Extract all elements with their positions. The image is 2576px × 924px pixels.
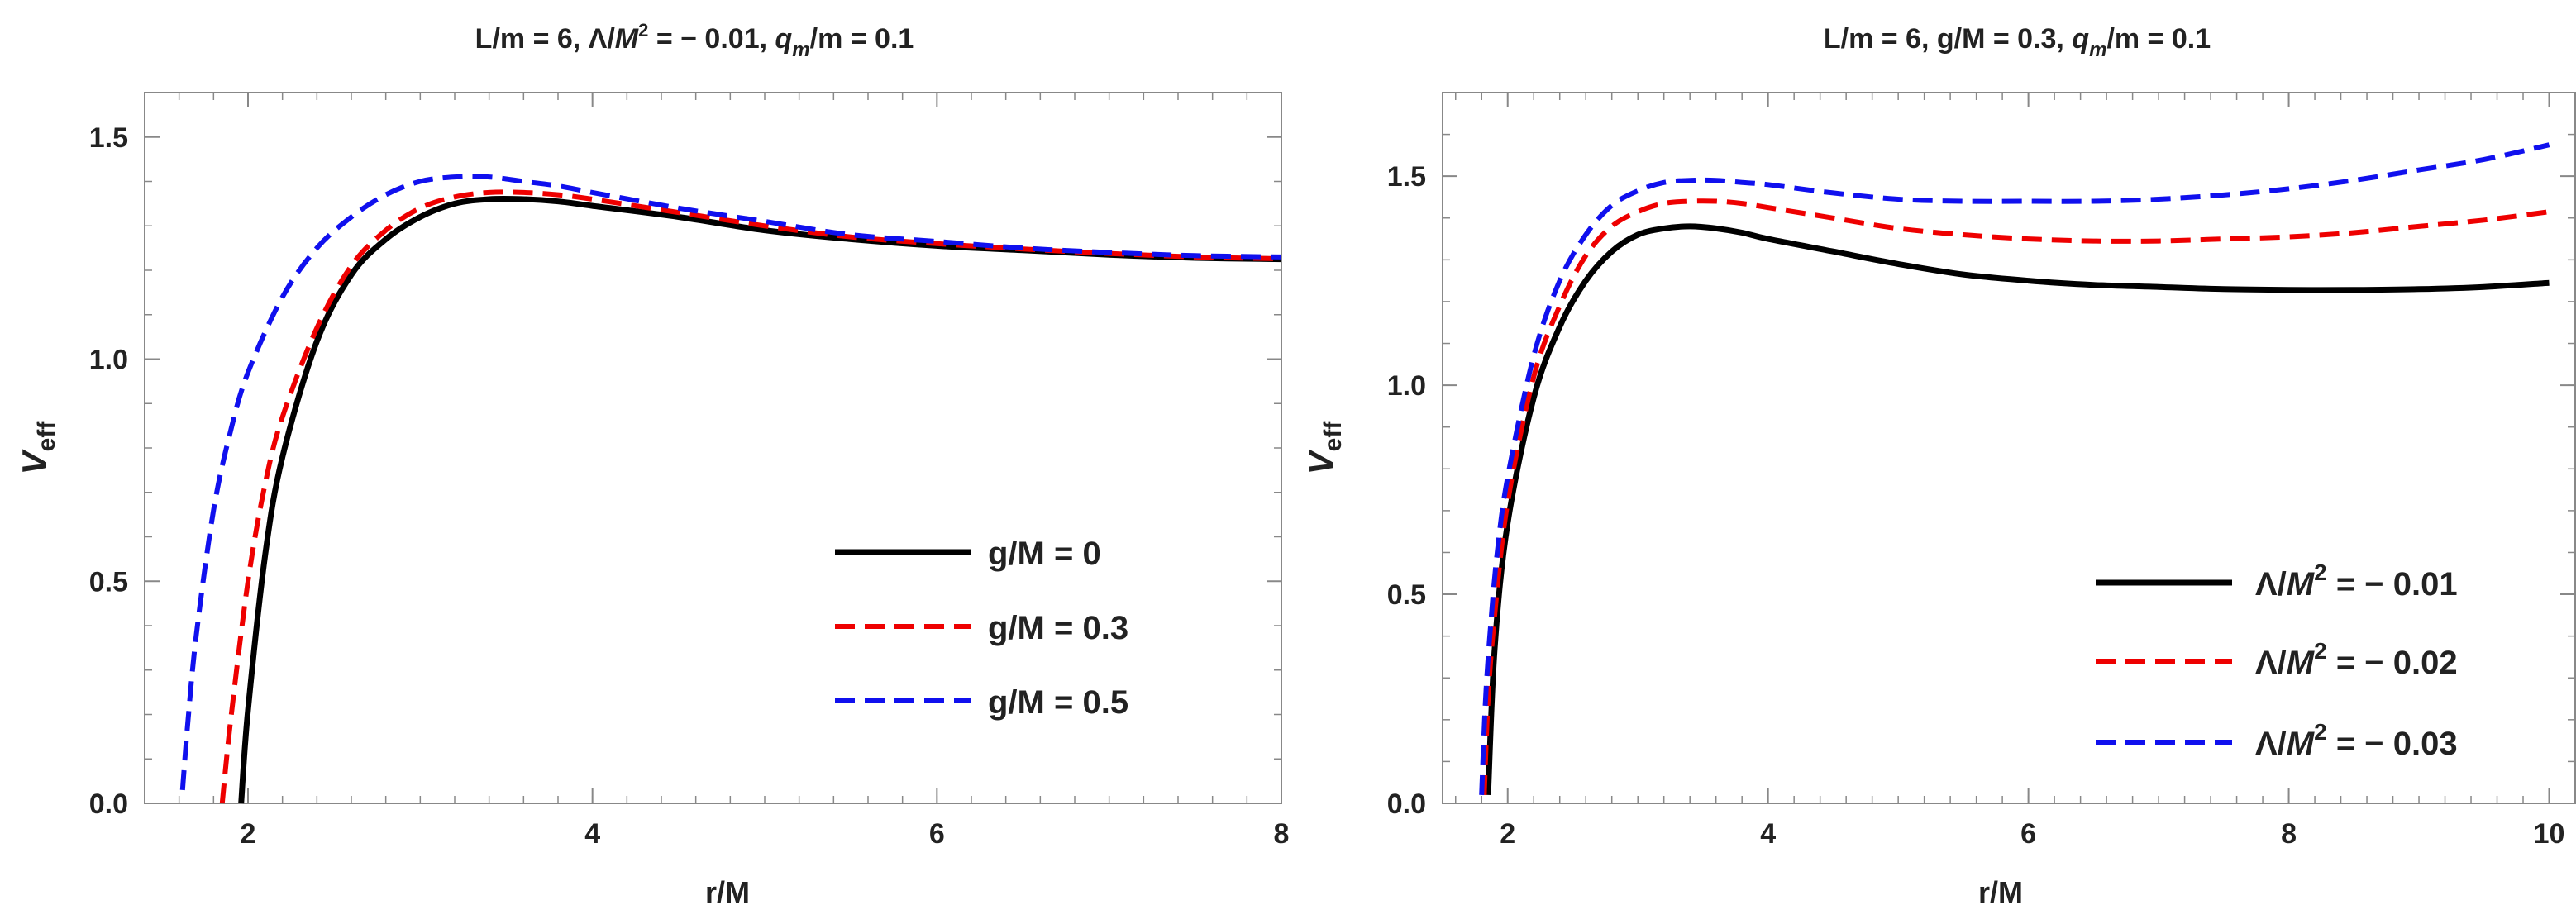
x-tick-label: 4 bbox=[1760, 818, 1776, 850]
y-tick-label: 1.5 bbox=[1387, 161, 1426, 193]
left-series-group bbox=[179, 174, 1282, 804]
left-y-axis-label: Veff bbox=[15, 421, 60, 475]
x-tick-label: 6 bbox=[2020, 818, 2036, 850]
legend-label-g0: g/M = 0 bbox=[988, 536, 1101, 572]
series-line-0-1 bbox=[219, 189, 1282, 804]
left-x-axis-label: r/M bbox=[705, 875, 750, 909]
right-chart-title: L/m = 6, g/M = 0.3, qm/m = 0.1 bbox=[1824, 23, 2211, 61]
right-axis-ticks: 2 4 6 8 10 0.0 0.5 1.0 1.5 bbox=[1387, 92, 2576, 850]
series-line-0-2 bbox=[179, 174, 1282, 791]
series-line-1-2 bbox=[1479, 142, 2550, 796]
x-tick-label: 10 bbox=[2534, 818, 2565, 850]
y-tick-label: 1.0 bbox=[1387, 370, 1426, 402]
legend-label-lambda001: Λ/M2 = − 0.01 bbox=[2255, 560, 2458, 603]
legend-label-lambda002: Λ/M2 = − 0.02 bbox=[2255, 638, 2458, 681]
x-tick-label: 4 bbox=[584, 818, 600, 850]
legend-label-lambda003: Λ/M2 = − 0.03 bbox=[2255, 719, 2458, 762]
x-tick-label: 2 bbox=[241, 818, 256, 850]
right-x-axis-label: r/M bbox=[1978, 875, 2023, 909]
x-tick-label: 8 bbox=[2281, 818, 2297, 850]
x-tick-label: 6 bbox=[929, 818, 945, 850]
legend-label-g05: g/M = 0.5 bbox=[988, 684, 1128, 721]
x-tick-label: 2 bbox=[1500, 818, 1515, 850]
y-tick-label: 1.5 bbox=[89, 122, 128, 154]
left-legend: g/M = 0 g/M = 0.3 g/M = 0.5 bbox=[835, 536, 1128, 721]
y-tick-label: 1.0 bbox=[89, 345, 128, 376]
y-tick-label: 0.5 bbox=[89, 566, 128, 598]
left-panel: L/m = 6, Λ/M2 = − 0.01, qm/m = 0.1 2 4 6 8 0… bbox=[15, 20, 1289, 909]
y-tick-label: 0.5 bbox=[1387, 579, 1426, 611]
x-tick-label: 8 bbox=[1274, 818, 1290, 850]
series-line-1-1 bbox=[1481, 198, 2550, 796]
y-tick-label: 0.0 bbox=[89, 788, 128, 820]
left-axis-ticks: 2 4 6 8 0.0 0.5 1.0 1.5 bbox=[89, 92, 1290, 850]
series-line-1-0 bbox=[1485, 223, 2550, 796]
right-y-axis-label: Veff bbox=[1301, 421, 1347, 475]
right-plot-frame bbox=[1442, 92, 2576, 804]
right-series-group bbox=[1479, 142, 2550, 796]
legend-label-g03: g/M = 0.3 bbox=[988, 610, 1128, 646]
y-tick-label: 0.0 bbox=[1387, 788, 1426, 820]
left-chart-title: L/m = 6, Λ/M2 = − 0.01, qm/m = 0.1 bbox=[475, 20, 914, 61]
right-legend: Λ/M2 = − 0.01 Λ/M2 = − 0.02 Λ/M2 = − 0.0… bbox=[2096, 560, 2458, 762]
right-panel: L/m = 6, g/M = 0.3, qm/m = 0.1 2 4 6 8 10 0.0… bbox=[1301, 23, 2576, 909]
